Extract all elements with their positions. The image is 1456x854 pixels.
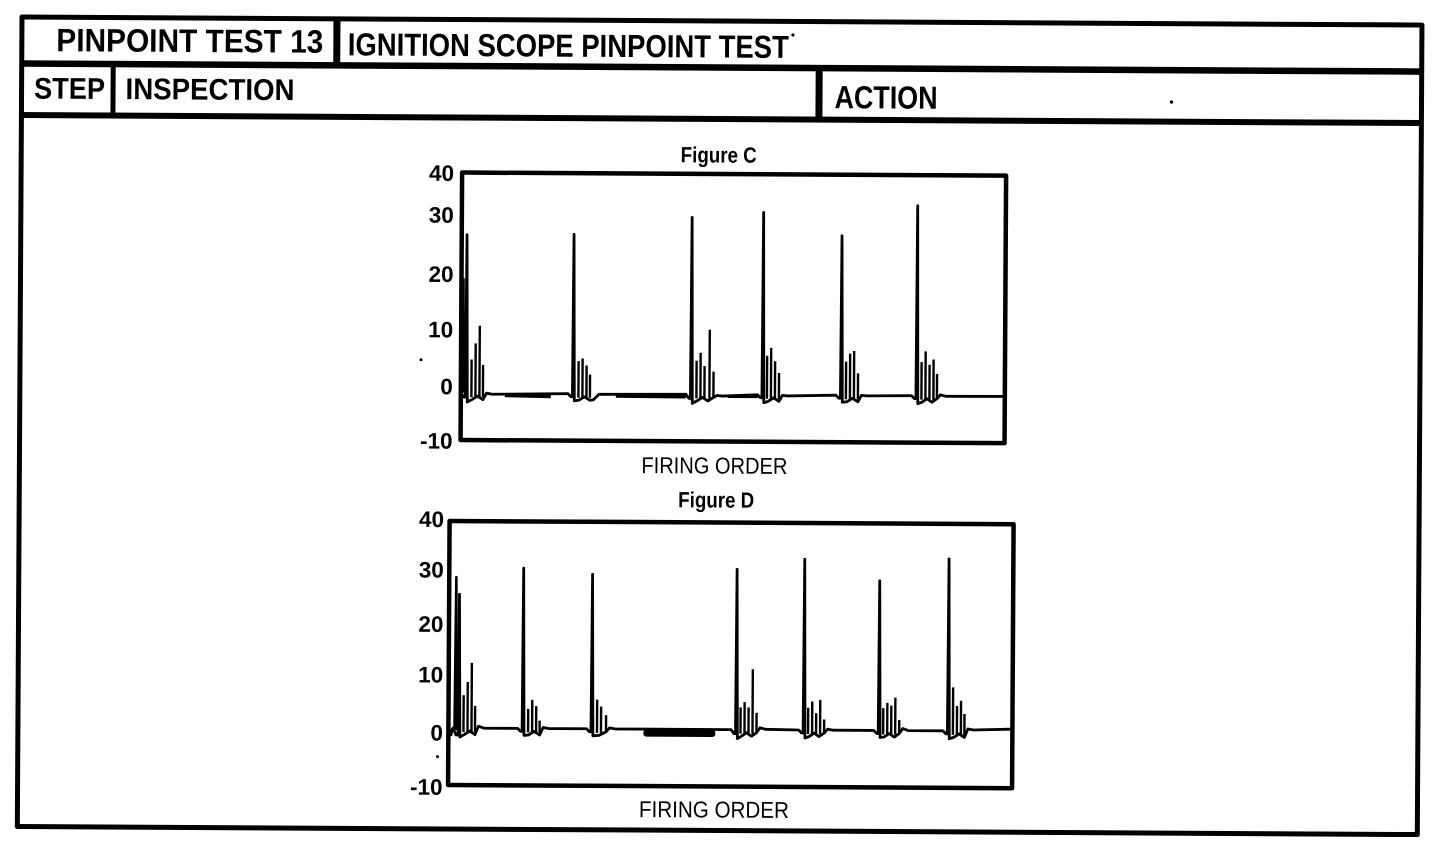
svg-text:PINPOINT TEST 13: PINPOINT TEST 13 [56, 22, 323, 60]
svg-text:20: 20 [418, 612, 443, 637]
svg-text:10: 10 [428, 317, 453, 342]
svg-text:-10: -10 [420, 429, 453, 454]
svg-text:ACTION: ACTION [834, 79, 937, 116]
svg-text:20: 20 [428, 262, 453, 287]
svg-text:Figure D: Figure D [678, 487, 754, 512]
svg-text:Figure C: Figure C [681, 142, 757, 167]
svg-text:0: 0 [440, 374, 453, 399]
svg-text:10: 10 [418, 662, 443, 687]
svg-text:30: 30 [419, 558, 444, 583]
svg-text:40: 40 [419, 507, 444, 532]
svg-text:STEP: STEP [34, 73, 105, 106]
svg-text:30: 30 [429, 203, 454, 228]
svg-text:40: 40 [429, 161, 454, 186]
svg-text:FIRING ORDER: FIRING ORDER [639, 796, 789, 823]
svg-text:0: 0 [430, 720, 443, 745]
svg-text:FIRING ORDER: FIRING ORDER [641, 452, 787, 479]
svg-text:INSPECTION: INSPECTION [125, 73, 294, 107]
svg-text:-10: -10 [410, 775, 443, 800]
svg-text:IGNITION SCOPE PINPOINT TEST: IGNITION SCOPE PINPOINT TEST [348, 26, 790, 65]
